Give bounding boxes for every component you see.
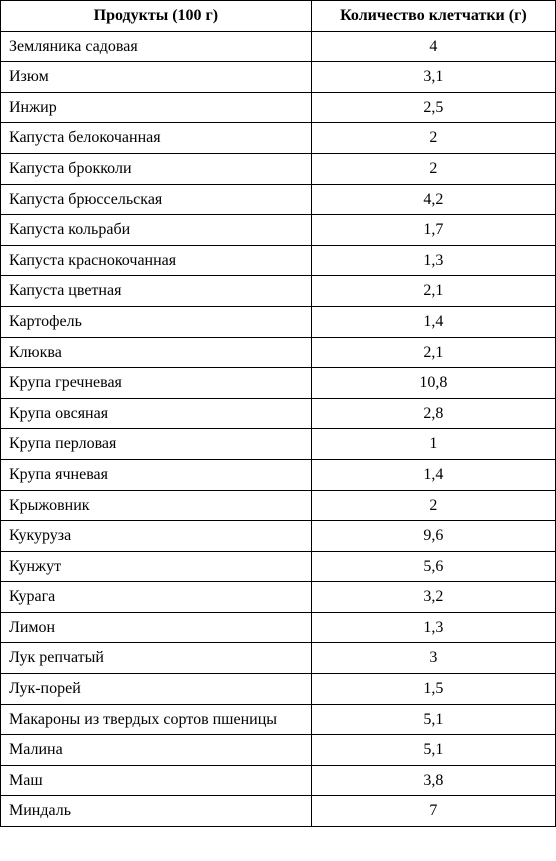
cell-value: 5,1: [311, 704, 555, 735]
table-row: Кукуруза9,6: [1, 521, 556, 552]
table-row: Инжир2,5: [1, 92, 556, 123]
cell-product: Крупа ячневая: [1, 459, 312, 490]
cell-product: Кунжут: [1, 551, 312, 582]
cell-value: 3,1: [311, 62, 555, 93]
fiber-table: Продукты (100 г) Количество клетчатки (г…: [0, 0, 556, 827]
cell-product: Малина: [1, 735, 312, 766]
table-row: Изюм3,1: [1, 62, 556, 93]
cell-product: Крыжовник: [1, 490, 312, 521]
cell-product: Лимон: [1, 612, 312, 643]
table-row: Клюква2,1: [1, 337, 556, 368]
cell-value: 3,8: [311, 765, 555, 796]
table-row: Земляника садовая4: [1, 31, 556, 62]
cell-value: 1,5: [311, 674, 555, 705]
cell-product: Маш: [1, 765, 312, 796]
table-row: Капуста белокочанная2: [1, 123, 556, 154]
table-row: Кунжут5,6: [1, 551, 556, 582]
cell-value: 1,7: [311, 215, 555, 246]
table-header: Продукты (100 г) Количество клетчатки (г…: [1, 1, 556, 32]
column-header-value: Количество клетчатки (г): [311, 1, 555, 32]
table-row: Крупа ячневая1,4: [1, 459, 556, 490]
cell-product: Макароны из твердых сортов пшеницы: [1, 704, 312, 735]
table-row: Лук-порей1,5: [1, 674, 556, 705]
cell-value: 1: [311, 429, 555, 460]
table-row: Лимон1,3: [1, 612, 556, 643]
table-row: Малина5,1: [1, 735, 556, 766]
cell-product: Изюм: [1, 62, 312, 93]
cell-value: 1,4: [311, 306, 555, 337]
cell-product: Крупа овсяная: [1, 398, 312, 429]
table-header-row: Продукты (100 г) Количество клетчатки (г…: [1, 1, 556, 32]
table-row: Капуста брокколи2: [1, 153, 556, 184]
table-row: Капуста кольраби1,7: [1, 215, 556, 246]
cell-value: 2: [311, 123, 555, 154]
cell-value: 4: [311, 31, 555, 62]
cell-product: Капуста цветная: [1, 276, 312, 307]
cell-value: 2,1: [311, 276, 555, 307]
cell-product: Лук-порей: [1, 674, 312, 705]
cell-product: Капуста брокколи: [1, 153, 312, 184]
cell-product: Миндаль: [1, 796, 312, 827]
table-row: Капуста цветная2,1: [1, 276, 556, 307]
cell-value: 5,6: [311, 551, 555, 582]
cell-value: 3,2: [311, 582, 555, 613]
cell-product: Капуста кольраби: [1, 215, 312, 246]
cell-value: 10,8: [311, 368, 555, 399]
cell-product: Курага: [1, 582, 312, 613]
cell-value: 5,1: [311, 735, 555, 766]
cell-value: 2: [311, 153, 555, 184]
cell-product: Клюква: [1, 337, 312, 368]
cell-product: Кукуруза: [1, 521, 312, 552]
cell-product: Картофель: [1, 306, 312, 337]
cell-value: 2,1: [311, 337, 555, 368]
table-row: Крупа перловая1: [1, 429, 556, 460]
cell-value: 2: [311, 490, 555, 521]
cell-value: 7: [311, 796, 555, 827]
table-row: Капуста брюссельская4,2: [1, 184, 556, 215]
cell-product: Крупа перловая: [1, 429, 312, 460]
cell-product: Земляника садовая: [1, 31, 312, 62]
table-body: Земляника садовая4Изюм3,1Инжир2,5Капуста…: [1, 31, 556, 826]
table-row: Капуста краснокочанная1,3: [1, 245, 556, 276]
table-row: Макароны из твердых сортов пшеницы5,1: [1, 704, 556, 735]
table-row: Картофель1,4: [1, 306, 556, 337]
cell-value: 2,5: [311, 92, 555, 123]
cell-product: Капуста брюссельская: [1, 184, 312, 215]
cell-product: Крупа гречневая: [1, 368, 312, 399]
cell-product: Инжир: [1, 92, 312, 123]
cell-product: Капуста краснокочанная: [1, 245, 312, 276]
cell-product: Лук репчатый: [1, 643, 312, 674]
cell-value: 1,3: [311, 245, 555, 276]
table-row: Курага3,2: [1, 582, 556, 613]
cell-value: 4,2: [311, 184, 555, 215]
table-row: Крыжовник2: [1, 490, 556, 521]
table-row: Маш3,8: [1, 765, 556, 796]
cell-product: Капуста белокочанная: [1, 123, 312, 154]
column-header-product: Продукты (100 г): [1, 1, 312, 32]
table-row: Миндаль7: [1, 796, 556, 827]
table-row: Крупа гречневая10,8: [1, 368, 556, 399]
table-row: Крупа овсяная2,8: [1, 398, 556, 429]
cell-value: 1,4: [311, 459, 555, 490]
cell-value: 2,8: [311, 398, 555, 429]
table-row: Лук репчатый3: [1, 643, 556, 674]
cell-value: 1,3: [311, 612, 555, 643]
cell-value: 3: [311, 643, 555, 674]
cell-value: 9,6: [311, 521, 555, 552]
